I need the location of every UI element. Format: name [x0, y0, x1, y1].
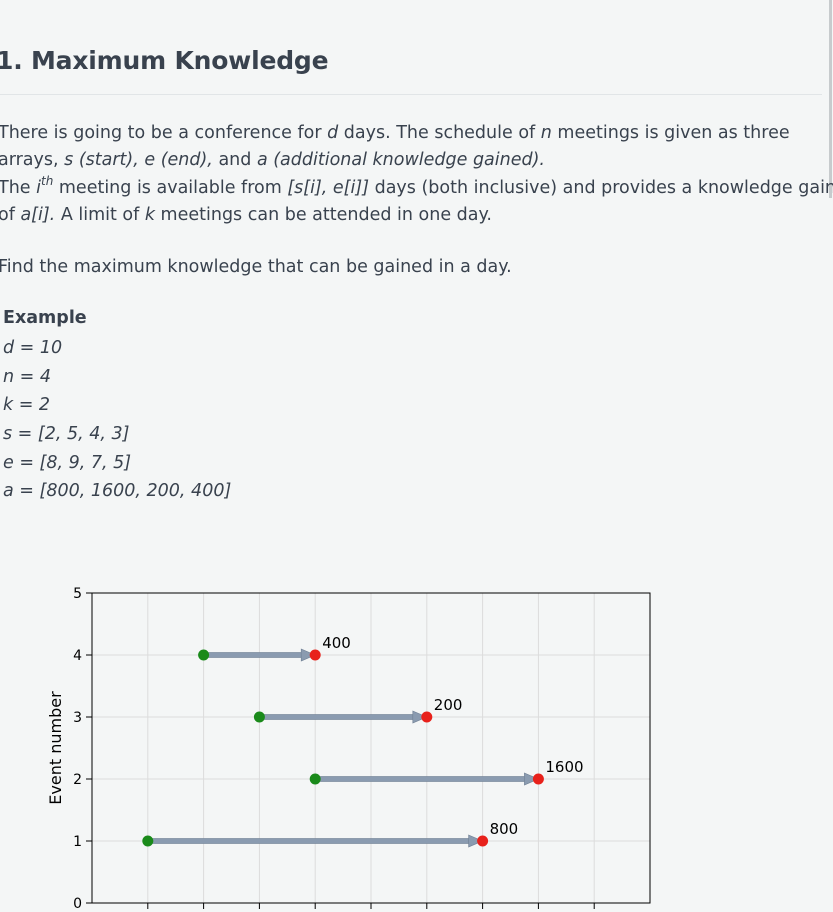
event-value-label: 200 [434, 696, 463, 714]
event-start-point [142, 835, 154, 847]
event-arrow-head [468, 834, 484, 848]
statement-line-2: arrays, s (start), e (end), and a (addit… [0, 150, 545, 170]
event-value-label: 400 [322, 634, 351, 652]
event-arrow-shaft [314, 776, 527, 782]
example-n: n = 4 [3, 367, 52, 387]
y-tick-label: 1 [73, 834, 82, 850]
event-start-point [253, 711, 265, 723]
y-tick-label: 3 [73, 710, 82, 726]
event-arrow-shaft [147, 838, 471, 844]
event-end-point [532, 773, 544, 785]
event-arrow-head [524, 772, 540, 786]
statement-line-3: The ith meeting is available from [s[i],… [0, 174, 833, 198]
y-tick-label: 2 [73, 772, 82, 788]
event-arrow-head [412, 710, 428, 724]
example-heading: Example [3, 308, 87, 328]
scrollbar-thumb[interactable] [829, 0, 832, 198]
example-e: e = [8, 9, 7, 5] [3, 453, 132, 473]
example-a: a = [800, 1600, 200, 400] [3, 481, 232, 501]
title-divider [0, 94, 822, 95]
task-statement: Find the maximum knowledge that can be g… [0, 257, 512, 277]
event-chart: 0 1 2 3 4 5 800 1600 200 400 Event number [46, 586, 651, 912]
scrollbar-track[interactable] [829, 0, 833, 912]
y-tick-label: 4 [73, 648, 82, 664]
chart-marks: 800 1600 200 400 [142, 634, 584, 848]
example-k: k = 2 [3, 395, 51, 415]
chart-grid [92, 593, 650, 903]
chart-axes: 0 1 2 3 4 5 [73, 586, 595, 912]
statement-line-4: of a[i]. A limit of k meetings can be at… [0, 205, 492, 225]
event-arrow-head [300, 648, 316, 662]
y-tick-label: 0 [73, 896, 82, 912]
event-end-point [477, 835, 489, 847]
y-tick-label: 5 [73, 586, 82, 602]
event-value-label: 1600 [545, 758, 583, 776]
event-arrow-shaft [203, 652, 304, 658]
statement-line-1: There is going to be a conference for d … [0, 123, 790, 143]
problem-title: 1. Maximum Knowledge [0, 46, 329, 75]
example-s: s = [2, 5, 4, 3] [3, 424, 130, 444]
y-axis-label: Event number [46, 691, 65, 805]
event-value-label: 800 [490, 820, 519, 838]
event-start-point [198, 649, 210, 661]
event-start-point [309, 773, 321, 785]
event-arrow-shaft [259, 714, 416, 720]
example-d: d = 10 [3, 338, 63, 358]
event-end-point [421, 711, 433, 723]
event-end-point [309, 649, 321, 661]
